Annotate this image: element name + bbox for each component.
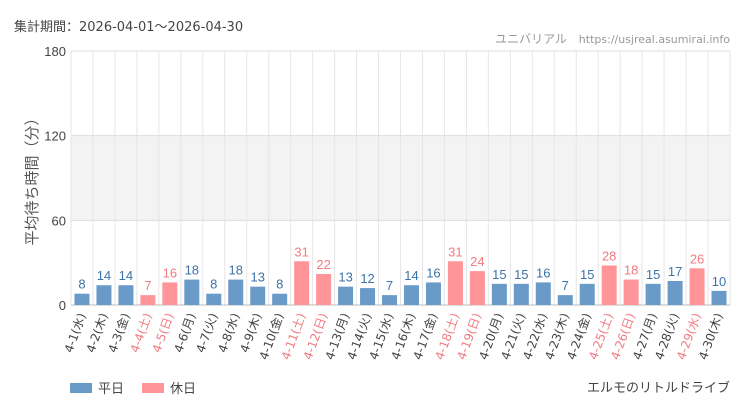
- bar: [403, 285, 419, 305]
- bar: [513, 283, 529, 305]
- bar-value-label: 15: [514, 267, 528, 282]
- bar: [667, 281, 683, 305]
- bar-value-label: 8: [78, 277, 85, 292]
- bar-labels: 8 14 14 7 16 18 8 18 13 8 31 22 13 12 7 14 16 31 24 15 15 16 7…: [78, 244, 726, 293]
- bar-value-label: 8: [276, 277, 283, 292]
- bar-value-label: 13: [338, 270, 352, 285]
- legend-item-weekday: 平日: [70, 378, 124, 397]
- bar-value-label: 13: [250, 270, 264, 285]
- y-tick-label: 120: [44, 129, 66, 144]
- bar-value-label: 15: [646, 267, 660, 282]
- x-axis-ticks: 4-1(水)4-2(木)4-3(金)4-4(土)4-5(日)4-6(月)4-7(…: [62, 311, 726, 362]
- bar-value-label: 16: [426, 265, 440, 280]
- bar-value-label: 7: [386, 278, 393, 293]
- bar-value-label: 16: [536, 265, 550, 280]
- legend: 平日 休日: [70, 378, 214, 397]
- bar: [579, 283, 595, 305]
- attraction-name: エルモのリトルドライブ: [586, 381, 730, 396]
- bar: [316, 273, 332, 305]
- bar: [491, 283, 507, 305]
- bar: [645, 283, 661, 305]
- bar: [425, 282, 441, 305]
- bar-value-label: 15: [492, 267, 506, 282]
- bar-value-label: 28: [602, 248, 616, 263]
- bar-value-label: 31: [448, 244, 462, 259]
- site-name: ユニバリアル: [495, 32, 567, 46]
- bar: [162, 282, 178, 305]
- bars: [74, 261, 727, 305]
- grid-lines: [70, 50, 731, 306]
- bar-value-label: 16: [163, 265, 177, 280]
- bar-value-label: 15: [580, 267, 594, 282]
- bar: [118, 285, 134, 305]
- bar: [557, 295, 573, 305]
- bar: [360, 288, 376, 305]
- y-tick-label: 180: [44, 44, 66, 59]
- y-tick-label: 0: [59, 298, 66, 313]
- legend-label-holiday: 休日: [170, 382, 197, 397]
- y-tick-label: 60: [52, 213, 66, 228]
- legend-label-weekday: 平日: [98, 382, 125, 397]
- bar-value-label: 26: [690, 251, 704, 266]
- period-label: 集計期間：2026-04-01～2026-04-30: [14, 20, 244, 35]
- bar: [74, 293, 90, 305]
- bar-value-label: 24: [470, 254, 484, 269]
- y-axis-ticks: 0 60 120 180: [44, 44, 66, 313]
- bar-value-label: 7: [144, 278, 151, 293]
- bar-value-label: 18: [624, 263, 638, 278]
- bar: [206, 293, 222, 305]
- bar: [250, 286, 266, 305]
- bar: [689, 268, 705, 305]
- y-axis-label: 平均待ち時間（分）: [23, 110, 41, 245]
- bar: [535, 282, 551, 305]
- bar: [294, 261, 310, 305]
- bar-value-label: 14: [119, 268, 133, 283]
- site-url[interactable]: https://usjreal.asumirai.info: [578, 33, 730, 46]
- bar: [338, 286, 354, 305]
- legend-swatch-weekday: [70, 382, 92, 393]
- bar: [623, 279, 639, 305]
- bar-value-label: 14: [404, 268, 418, 283]
- bar-value-label: 14: [97, 268, 111, 283]
- site-watermark: ユニバリアル https://usjreal.asumirai.info: [495, 30, 730, 47]
- bar: [447, 261, 463, 305]
- bar-value-label: 12: [360, 271, 374, 286]
- bar: [272, 293, 288, 305]
- bar: [184, 279, 200, 305]
- bar-value-label: 10: [712, 274, 726, 289]
- bar: [140, 295, 156, 305]
- bar-value-label: 8: [210, 277, 217, 292]
- bar: [228, 279, 244, 305]
- bar-value-label: 31: [294, 244, 308, 259]
- bar-value-label: 22: [316, 257, 330, 272]
- bar-value-label: 18: [229, 263, 243, 278]
- legend-swatch-holiday: [142, 382, 165, 393]
- bar: [601, 265, 617, 305]
- bar-value-label: 17: [668, 264, 682, 279]
- bar-value-label: 18: [185, 263, 199, 278]
- bar: [469, 271, 485, 305]
- bar: [711, 290, 727, 305]
- bar: [382, 295, 398, 305]
- bar-value-label: 7: [562, 278, 569, 293]
- bar: [96, 285, 112, 305]
- legend-item-holiday: 休日: [142, 378, 196, 397]
